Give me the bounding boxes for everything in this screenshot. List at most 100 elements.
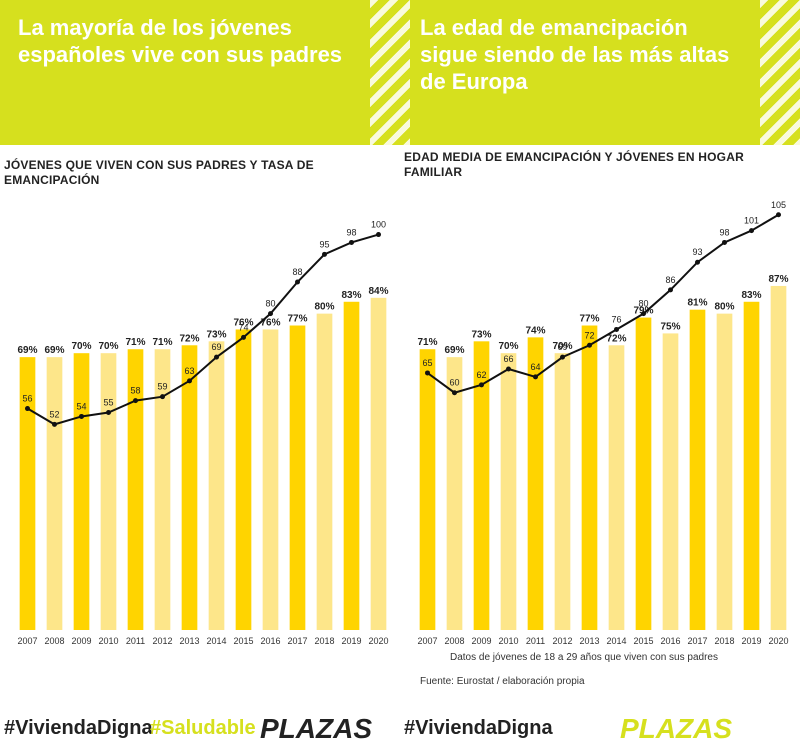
line-value-label: 59 (157, 382, 167, 392)
bar (235, 329, 252, 630)
bar-value-label: 74% (525, 325, 545, 336)
line-point (452, 390, 457, 396)
decorative-stripes (370, 0, 410, 145)
bar-value-label: 77% (287, 314, 307, 325)
bar-value-label: 69% (44, 345, 64, 356)
brand-logo-left: PLAZAS (260, 713, 372, 744)
line-value-label: 54 (76, 401, 86, 411)
bar (370, 297, 387, 630)
bar (73, 353, 90, 630)
x-tick-label: 2014 (606, 636, 626, 646)
bar-value-label: 75% (660, 321, 680, 332)
line-point (214, 354, 219, 360)
line-value-label: 69 (557, 342, 567, 352)
series-line (26, 233, 379, 426)
bar (316, 313, 333, 630)
line-point (268, 311, 273, 317)
line-point (187, 378, 192, 384)
chart-left: 69% 2007 69% 2008 70% 2009 70% 2010 71% 2011 71% 20… (17, 220, 388, 646)
x-tick-label: 2010 (498, 636, 518, 646)
bar-value-label: 81% (687, 298, 707, 309)
x-tick-label: 2013 (579, 636, 599, 646)
line-value-label: 66 (503, 354, 513, 364)
line-value-label: 76 (611, 314, 621, 324)
line-point (25, 406, 30, 412)
line-point (322, 251, 327, 257)
x-tick-label: 2019 (741, 636, 761, 646)
x-tick-label: 2017 (687, 636, 707, 646)
bar (262, 329, 279, 630)
line-point (241, 334, 246, 340)
bar (635, 317, 652, 630)
x-tick-label: 2018 (714, 636, 734, 646)
x-tick-label: 2019 (341, 636, 361, 646)
x-tick-label: 2016 (260, 636, 280, 646)
line-point (106, 410, 111, 415)
line-value-label: 72 (584, 330, 594, 340)
bar (419, 349, 436, 630)
bar-value-label: 72% (179, 333, 199, 344)
line-point (506, 366, 511, 372)
line-point (295, 279, 300, 285)
brand-logo-right: PLAZAS (620, 713, 732, 744)
line-point (479, 382, 484, 388)
bar-value-label: 77% (579, 314, 599, 325)
bar (689, 309, 706, 630)
line-value-label: 62 (476, 370, 486, 380)
note-2: Fuente: Eurostat / elaboración propia (420, 676, 585, 687)
bar (473, 341, 490, 630)
note-1: Datos de jóvenes de 18 a 29 años que viv… (450, 652, 718, 663)
header-banner: La mayoría de los jóvenes españoles vive… (0, 0, 800, 145)
line-point (560, 354, 565, 360)
line-value-label: 60 (449, 378, 459, 388)
line-value-label: 63 (184, 366, 194, 376)
chart-title-left: Jóvenes que viven con sus padres y tasa … (4, 158, 314, 187)
bar-value-label: 71% (417, 337, 437, 348)
x-tick-label: 2007 (417, 636, 437, 646)
line-value-label: 52 (49, 409, 59, 419)
line-point (133, 398, 138, 404)
bar-value-label: 83% (341, 290, 361, 301)
banner-headline-left: La mayoría de los jóvenes españoles vive… (18, 15, 343, 67)
line-point (749, 228, 754, 234)
bar-value-label: 80% (714, 302, 734, 313)
bar (581, 325, 598, 630)
line-value-label: 80 (638, 299, 648, 309)
bar (154, 349, 171, 630)
line-value-label: 65 (422, 358, 432, 368)
line-value-label: 93 (692, 247, 702, 257)
x-tick-label: 2020 (368, 636, 388, 646)
bar (608, 345, 625, 630)
chart-right: 71% 2007 69% 2008 73% 2009 70% 2010 74% 2011 70% 20… (417, 200, 788, 646)
x-tick-label: 2014 (206, 636, 226, 646)
line-point (533, 374, 538, 380)
bar-value-label: 73% (206, 329, 226, 340)
x-tick-label: 2010 (98, 636, 118, 646)
decorative-stripes (760, 0, 800, 145)
x-tick-label: 2009 (71, 636, 91, 646)
line-value-label: 74 (238, 322, 248, 332)
x-tick-label: 2009 (471, 636, 491, 646)
x-tick-label: 2020 (768, 636, 788, 646)
banner-headline-right: La edad de emancipación sigue siendo de … (420, 15, 730, 94)
bar-value-label: 83% (741, 290, 761, 301)
line-point (52, 421, 57, 427)
bar (500, 353, 517, 630)
x-tick-label: 2015 (233, 636, 253, 646)
line-value-label: 64 (530, 362, 540, 372)
hashtag-right: #ViviendaDigna (404, 717, 553, 739)
x-tick-label: 2011 (126, 636, 145, 646)
bar (46, 357, 63, 630)
bar (343, 301, 360, 630)
line-value-label: 100 (371, 220, 386, 230)
line-point (376, 232, 381, 238)
bar (662, 333, 679, 630)
line-value-label: 101 (744, 216, 759, 226)
hashtag-left-2: #Saludable (150, 717, 256, 739)
bar-value-label: 84% (368, 286, 388, 297)
bar-value-label: 73% (471, 329, 491, 340)
bar (446, 357, 463, 630)
line-point (695, 259, 700, 265)
x-tick-label: 2011 (526, 636, 545, 646)
line-value-label: 69 (211, 342, 221, 352)
